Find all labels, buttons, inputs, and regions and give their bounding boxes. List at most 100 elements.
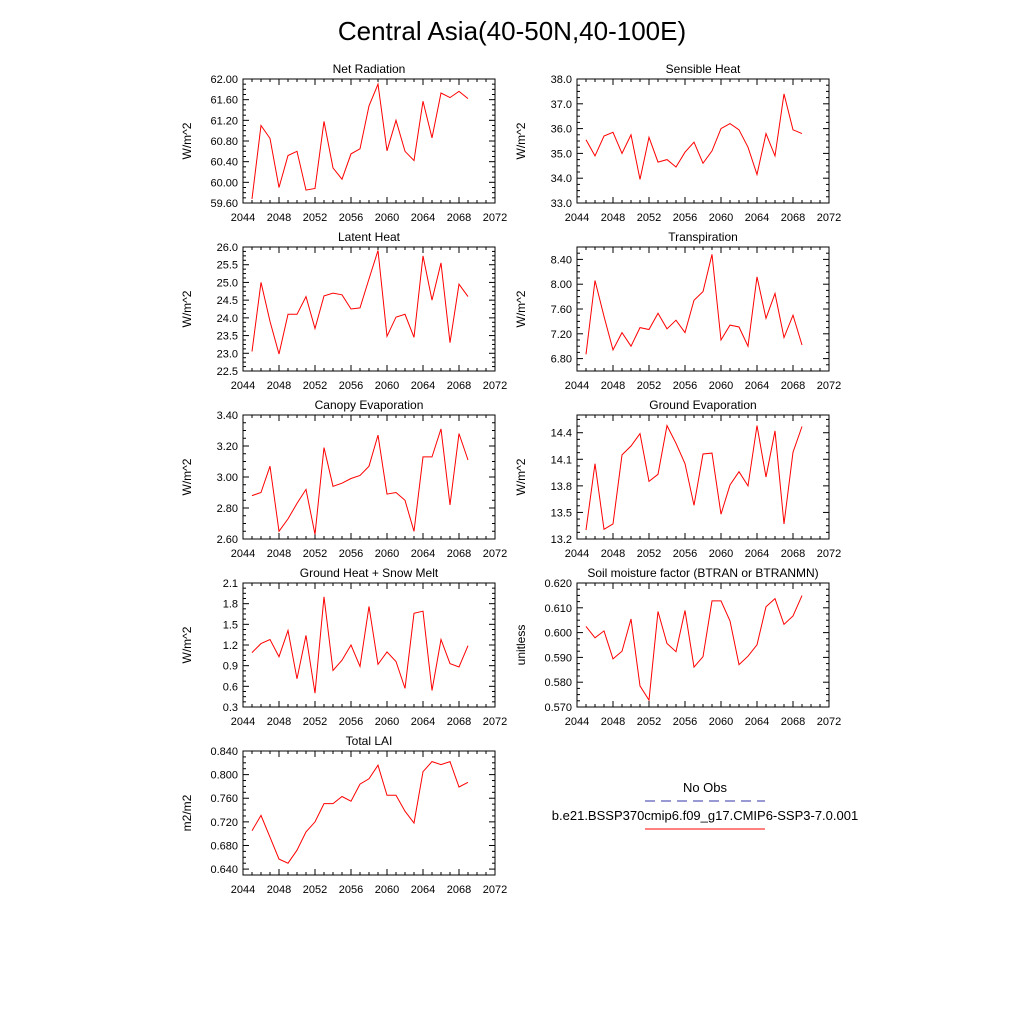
x-tick-label: 2052	[637, 716, 661, 728]
y-tick-label: 25.0	[217, 277, 238, 289]
y-tick-label: 33.0	[551, 198, 572, 210]
y-axis-label: W/m^2	[180, 290, 194, 327]
chart-panel: Latent Heat W/m^2 2044 2048 2052 2056 2060 2064…	[180, 230, 507, 392]
panel-title: Total LAI	[346, 734, 393, 748]
y-tick-label: 0.9	[223, 661, 238, 673]
y-tick-label: 24.5	[217, 295, 238, 307]
y-tick-label: 60.80	[210, 136, 238, 148]
x-tick-label: 2056	[339, 716, 363, 728]
y-tick-label: 0.590	[544, 652, 572, 664]
x-tick-label: 2072	[817, 380, 841, 392]
y-tick-label: 25.5	[217, 260, 238, 272]
series-line	[585, 254, 803, 355]
y-tick-label: 1.5	[223, 619, 238, 631]
x-tick-label: 2048	[267, 716, 291, 728]
x-tick-label: 2072	[817, 716, 841, 728]
x-tick-label: 2068	[781, 716, 805, 728]
y-axis-label: W/m^2	[180, 626, 194, 663]
y-tick-label: 37.0	[551, 99, 572, 111]
x-tick-label: 2044	[231, 548, 255, 560]
y-tick-label: 0.610	[544, 603, 572, 615]
y-tick-label: 13.8	[551, 481, 572, 493]
x-tick-label: 2056	[673, 548, 697, 560]
y-tick-label: 38.0	[551, 74, 572, 86]
y-tick-label: 0.640	[210, 864, 238, 876]
series-line	[251, 428, 469, 535]
x-tick-label: 2052	[637, 380, 661, 392]
chart-panel: Net Radiation W/m^2 2044 2048 2052 2056 2060 20…	[180, 62, 507, 224]
plot-frame	[242, 750, 496, 876]
y-tick-label: 34.0	[551, 173, 572, 185]
legend-obs-label: No Obs	[683, 780, 728, 795]
y-tick-label: 14.4	[551, 428, 572, 440]
plot-frame	[242, 582, 496, 708]
series-line	[251, 82, 469, 199]
legend-model-label: b.e21.BSSP370cmip6.f09_g17.CMIP6-SSP3-7.…	[552, 808, 858, 823]
x-tick-label: 2060	[709, 212, 733, 224]
y-tick-label: 0.720	[210, 817, 238, 829]
figure-title: Central Asia(40-50N,40-100E)	[338, 16, 686, 46]
x-tick-label: 2056	[339, 380, 363, 392]
x-tick-label: 2064	[745, 380, 769, 392]
x-tick-label: 2056	[339, 548, 363, 560]
plot-frame	[576, 414, 830, 540]
plot-frame	[576, 78, 830, 204]
y-tick-label: 23.0	[217, 348, 238, 360]
x-tick-label: 2048	[267, 884, 291, 896]
x-tick-label: 2048	[601, 212, 625, 224]
x-tick-label: 2072	[483, 212, 507, 224]
plot-frame	[576, 582, 830, 708]
x-tick-label: 2048	[601, 380, 625, 392]
y-axis-label: W/m^2	[180, 458, 194, 495]
x-tick-label: 2052	[303, 380, 327, 392]
y-tick-label: 7.60	[551, 304, 572, 316]
chart-panel: Sensible Heat W/m^2 2044 2048 2052 2056 2060 20…	[514, 62, 841, 224]
y-tick-label: 26.0	[217, 242, 238, 254]
series-line	[585, 595, 803, 702]
x-tick-label: 2048	[267, 548, 291, 560]
x-tick-label: 2056	[673, 212, 697, 224]
y-tick-label: 1.2	[223, 640, 238, 652]
y-tick-label: 0.840	[210, 746, 238, 758]
x-tick-label: 2048	[267, 380, 291, 392]
x-tick-label: 2068	[447, 380, 471, 392]
chart-panel: Ground Evaporation W/m^2 2044 2048 2052 2056 2…	[514, 398, 841, 560]
x-tick-label: 2052	[637, 548, 661, 560]
y-tick-label: 0.600	[544, 628, 572, 640]
x-tick-label: 2056	[673, 380, 697, 392]
x-tick-label: 2068	[781, 548, 805, 560]
panel-title: Net Radiation	[333, 62, 406, 76]
x-tick-label: 2060	[709, 380, 733, 392]
y-axis-label: W/m^2	[514, 290, 528, 327]
x-tick-label: 2068	[447, 212, 471, 224]
y-tick-label: 0.620	[544, 578, 572, 590]
y-tick-label: 13.2	[551, 534, 572, 546]
y-tick-label: 8.40	[551, 254, 572, 266]
y-tick-label: 3.00	[217, 472, 238, 484]
panel-title: Ground Heat + Snow Melt	[300, 566, 439, 580]
x-tick-label: 2044	[231, 884, 255, 896]
x-tick-label: 2064	[745, 212, 769, 224]
legend: No Obs b.e21.BSSP370cmip6.f09_g17.CMIP6-…	[552, 780, 858, 830]
y-tick-label: 7.20	[551, 329, 572, 341]
x-tick-label: 2052	[303, 548, 327, 560]
x-tick-label: 2060	[709, 548, 733, 560]
y-tick-label: 0.760	[210, 793, 238, 805]
x-tick-label: 2052	[303, 716, 327, 728]
chart-panel: Total LAI m2/m2 2044 2048 2052 2056 2060 2064 20…	[180, 734, 507, 896]
y-tick-label: 0.570	[544, 702, 572, 714]
series-line	[251, 596, 469, 694]
x-tick-label: 2072	[817, 548, 841, 560]
x-tick-label: 2064	[411, 716, 435, 728]
x-tick-label: 2064	[411, 380, 435, 392]
x-tick-label: 2068	[781, 212, 805, 224]
y-tick-label: 22.5	[217, 366, 238, 378]
y-tick-label: 62.00	[210, 74, 238, 86]
x-tick-label: 2064	[411, 884, 435, 896]
y-tick-label: 2.1	[223, 578, 238, 590]
panel-title: Soil moisture factor (BTRAN or BTRANMN)	[587, 566, 818, 580]
panel-title: Transpiration	[668, 230, 738, 244]
plot-frame	[242, 78, 496, 204]
x-tick-label: 2052	[637, 212, 661, 224]
